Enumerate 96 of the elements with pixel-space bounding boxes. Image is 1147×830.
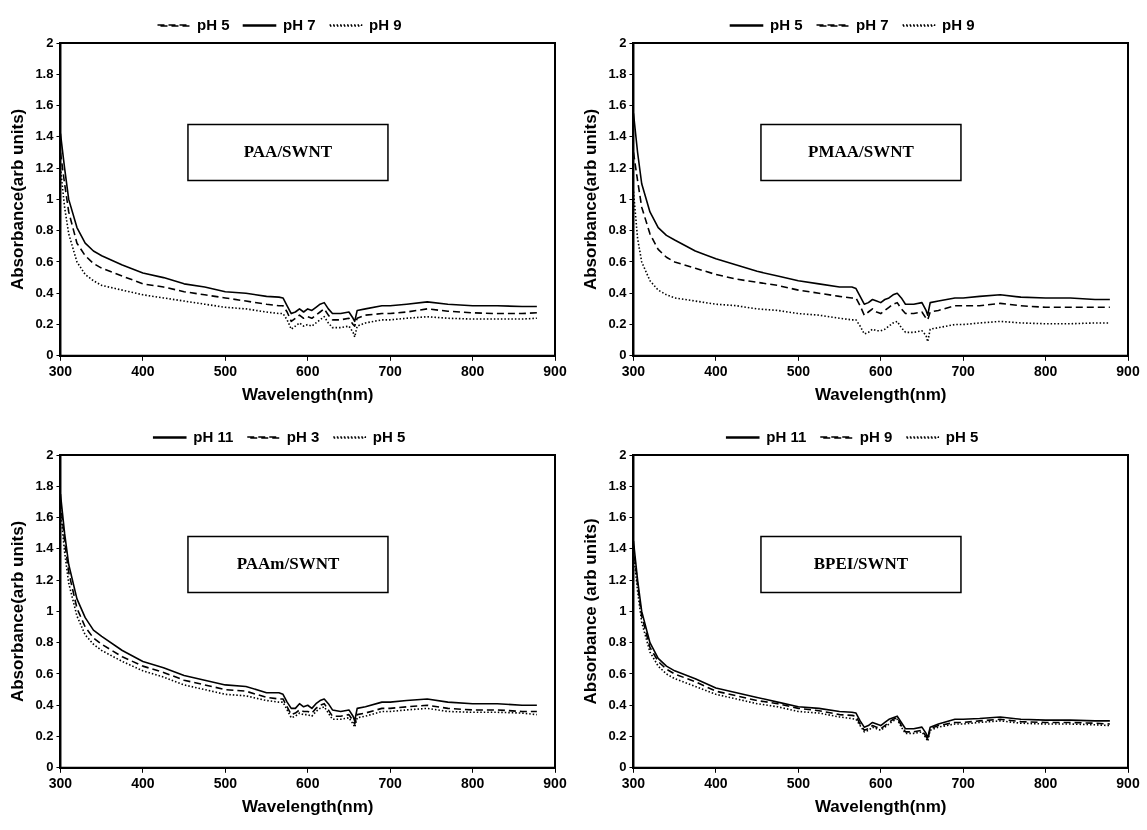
y-tick-label: 1.6 — [35, 509, 54, 525]
y-tick-label: 1.2 — [35, 571, 54, 587]
y-tick-label: 0.2 — [608, 316, 627, 332]
y-tick-label: 1.6 — [608, 97, 627, 113]
y-tick-label: 1 — [619, 602, 627, 618]
y-axis-title: Absorbance(arb units) — [7, 108, 27, 291]
legend-label: pH 7 — [283, 15, 316, 33]
x-tick-label: 500 — [213, 363, 238, 380]
y-tick-label: 1 — [46, 190, 54, 206]
x-tick-label: 700 — [951, 775, 976, 792]
y-tick-label: 1.4 — [35, 128, 55, 144]
x-tick-label: 900 — [543, 775, 567, 792]
x-tick-label: 300 — [621, 363, 646, 380]
x-tick-label: 300 — [48, 775, 73, 792]
y-tick-label: 1.4 — [608, 540, 628, 556]
y-tick-label: 1.6 — [608, 509, 627, 525]
x-tick-label: 800 — [1033, 775, 1058, 792]
y-tick-label: 0.8 — [608, 634, 627, 650]
y-tick-label: 0.4 — [608, 284, 628, 300]
annotation: PAAm/SWNT — [236, 553, 340, 573]
y-tick-label: 1.8 — [35, 65, 54, 81]
y-tick-label: 0.2 — [608, 728, 627, 744]
y-axis-title: Absorbance(arb units) — [580, 108, 600, 291]
y-axis-title: Absorbance (arb units) — [580, 518, 600, 705]
x-tick-label: 900 — [1116, 363, 1140, 380]
y-tick-label: 0.4 — [35, 696, 55, 712]
y-tick-label: 0.6 — [35, 253, 54, 269]
y-tick-label: 0.4 — [608, 696, 628, 712]
y-tick-label: 1.4 — [35, 540, 55, 556]
y-tick-label: 1.8 — [608, 477, 627, 493]
x-tick-label: 900 — [1116, 775, 1140, 792]
x-axis-title: Wavelength(nm) — [814, 385, 947, 405]
x-tick-label: 900 — [543, 363, 567, 380]
y-tick-label: 0.6 — [608, 253, 627, 269]
x-axis-title: Wavelength(nm) — [814, 797, 947, 817]
annotation: BPEI/SWNT — [813, 553, 909, 573]
y-tick-label: 2 — [619, 446, 627, 462]
x-tick-label: 600 — [296, 775, 320, 792]
x-axis-title: Wavelength(nm) — [241, 797, 374, 817]
x-tick-label: 800 — [460, 775, 485, 792]
y-tick-label: 0.8 — [608, 222, 627, 238]
x-tick-label: 500 — [213, 775, 238, 792]
y-tick-label: 0.8 — [35, 634, 54, 650]
y-tick-label: 1.8 — [608, 65, 627, 81]
x-tick-label: 500 — [786, 775, 811, 792]
legend-label: pH 11 — [766, 427, 807, 445]
y-tick-label: 1.4 — [608, 128, 628, 144]
y-tick-label: 0 — [619, 347, 627, 363]
legend-label: pH 5 — [372, 427, 406, 445]
y-tick-label: 1.6 — [35, 97, 54, 113]
legend-label: pH 5 — [945, 427, 979, 445]
x-tick-label: 700 — [951, 363, 976, 380]
x-tick-label: 800 — [1033, 363, 1058, 380]
annotation: PAA/SWNT — [243, 141, 333, 161]
y-tick-label: 2 — [46, 34, 54, 50]
legend-label: pH 9 — [942, 15, 975, 33]
y-tick-label: 0.8 — [35, 222, 54, 238]
x-tick-label: 800 — [460, 363, 485, 380]
y-tick-label: 1.8 — [35, 477, 54, 493]
x-tick-label: 300 — [621, 775, 646, 792]
y-tick-label: 2 — [46, 446, 54, 462]
x-tick-label: 500 — [786, 363, 811, 380]
legend-label: pH 5 — [769, 15, 803, 33]
x-axis-title: Wavelength(nm) — [241, 385, 374, 405]
x-tick-label: 600 — [869, 775, 893, 792]
y-tick-label: 1.2 — [35, 159, 54, 175]
legend-label: pH 11 — [193, 427, 234, 445]
x-tick-label: 400 — [704, 363, 728, 380]
y-tick-label: 0.4 — [35, 284, 55, 300]
x-tick-label: 600 — [296, 363, 320, 380]
y-tick-label: 0.2 — [35, 728, 54, 744]
x-tick-label: 400 — [704, 775, 728, 792]
y-tick-label: 0 — [46, 347, 54, 363]
annotation: PMAA/SWNT — [808, 141, 915, 161]
x-tick-label: 700 — [378, 775, 403, 792]
y-tick-label: 1.2 — [608, 571, 627, 587]
x-tick-label: 300 — [48, 363, 73, 380]
x-tick-label: 600 — [869, 363, 893, 380]
legend-label: pH 5 — [196, 15, 230, 33]
y-tick-label: 1 — [619, 190, 627, 206]
y-tick-label: 0.6 — [608, 665, 627, 681]
y-tick-label: 0.2 — [35, 316, 54, 332]
y-tick-label: 0.6 — [35, 665, 54, 681]
y-axis-title: Absorbance(arb units) — [7, 520, 27, 703]
x-tick-label: 400 — [131, 363, 155, 380]
legend-label: pH 9 — [859, 427, 893, 445]
y-tick-label: 0 — [619, 759, 627, 775]
y-tick-label: 2 — [619, 34, 627, 50]
legend-label: pH 9 — [369, 15, 402, 33]
y-tick-label: 0 — [46, 759, 54, 775]
legend-label: pH 7 — [856, 15, 889, 33]
y-tick-label: 1 — [46, 602, 54, 618]
y-tick-label: 1.2 — [608, 159, 627, 175]
x-tick-label: 400 — [131, 775, 155, 792]
legend-label: pH 3 — [286, 427, 320, 445]
x-tick-label: 700 — [378, 363, 403, 380]
